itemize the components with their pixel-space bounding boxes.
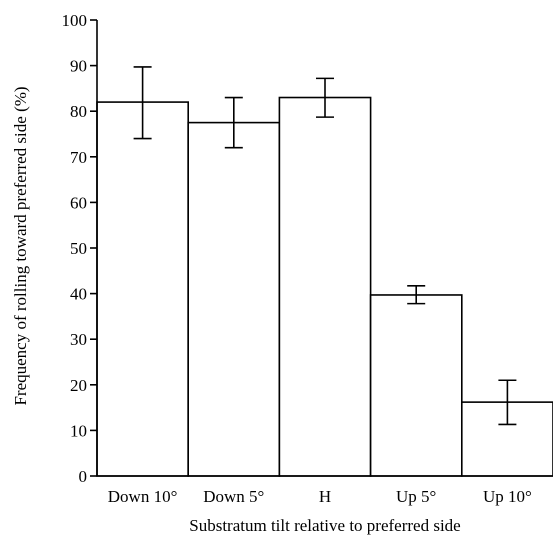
y-tick-label: 60 bbox=[70, 193, 87, 212]
y-tick-label: 90 bbox=[70, 57, 87, 76]
bar bbox=[278, 96, 372, 477]
x-axis-title: Substratum tilt relative to preferred si… bbox=[189, 516, 460, 535]
y-tick-label: 100 bbox=[62, 11, 88, 30]
bar bbox=[96, 101, 189, 477]
x-tick-label: Up 5° bbox=[396, 487, 436, 506]
x-tick-label: Down 10° bbox=[108, 487, 178, 506]
chart-marks: 0 10 20 30 40 50 60 70 80 90 100 Down 10° Down 5° H Up… bbox=[62, 11, 553, 506]
y-tick-label: 30 bbox=[70, 330, 87, 349]
y-tick-label: 0 bbox=[79, 467, 88, 486]
y-tick-label: 70 bbox=[70, 148, 87, 167]
y-axis-title: Frequency of rolling toward preferred si… bbox=[11, 86, 30, 405]
x-tick-label: Up 10° bbox=[483, 487, 532, 506]
y-tick-label: 20 bbox=[70, 376, 87, 395]
y-tick-label: 80 bbox=[70, 102, 87, 121]
y-tick-label: 50 bbox=[70, 239, 87, 258]
y-tick-label: 40 bbox=[70, 285, 87, 304]
x-tick-label: H bbox=[319, 487, 331, 506]
bar bbox=[369, 294, 463, 477]
bar bbox=[187, 121, 281, 477]
x-tick-label: Down 5° bbox=[203, 487, 264, 506]
y-tick-label: 10 bbox=[70, 421, 87, 440]
